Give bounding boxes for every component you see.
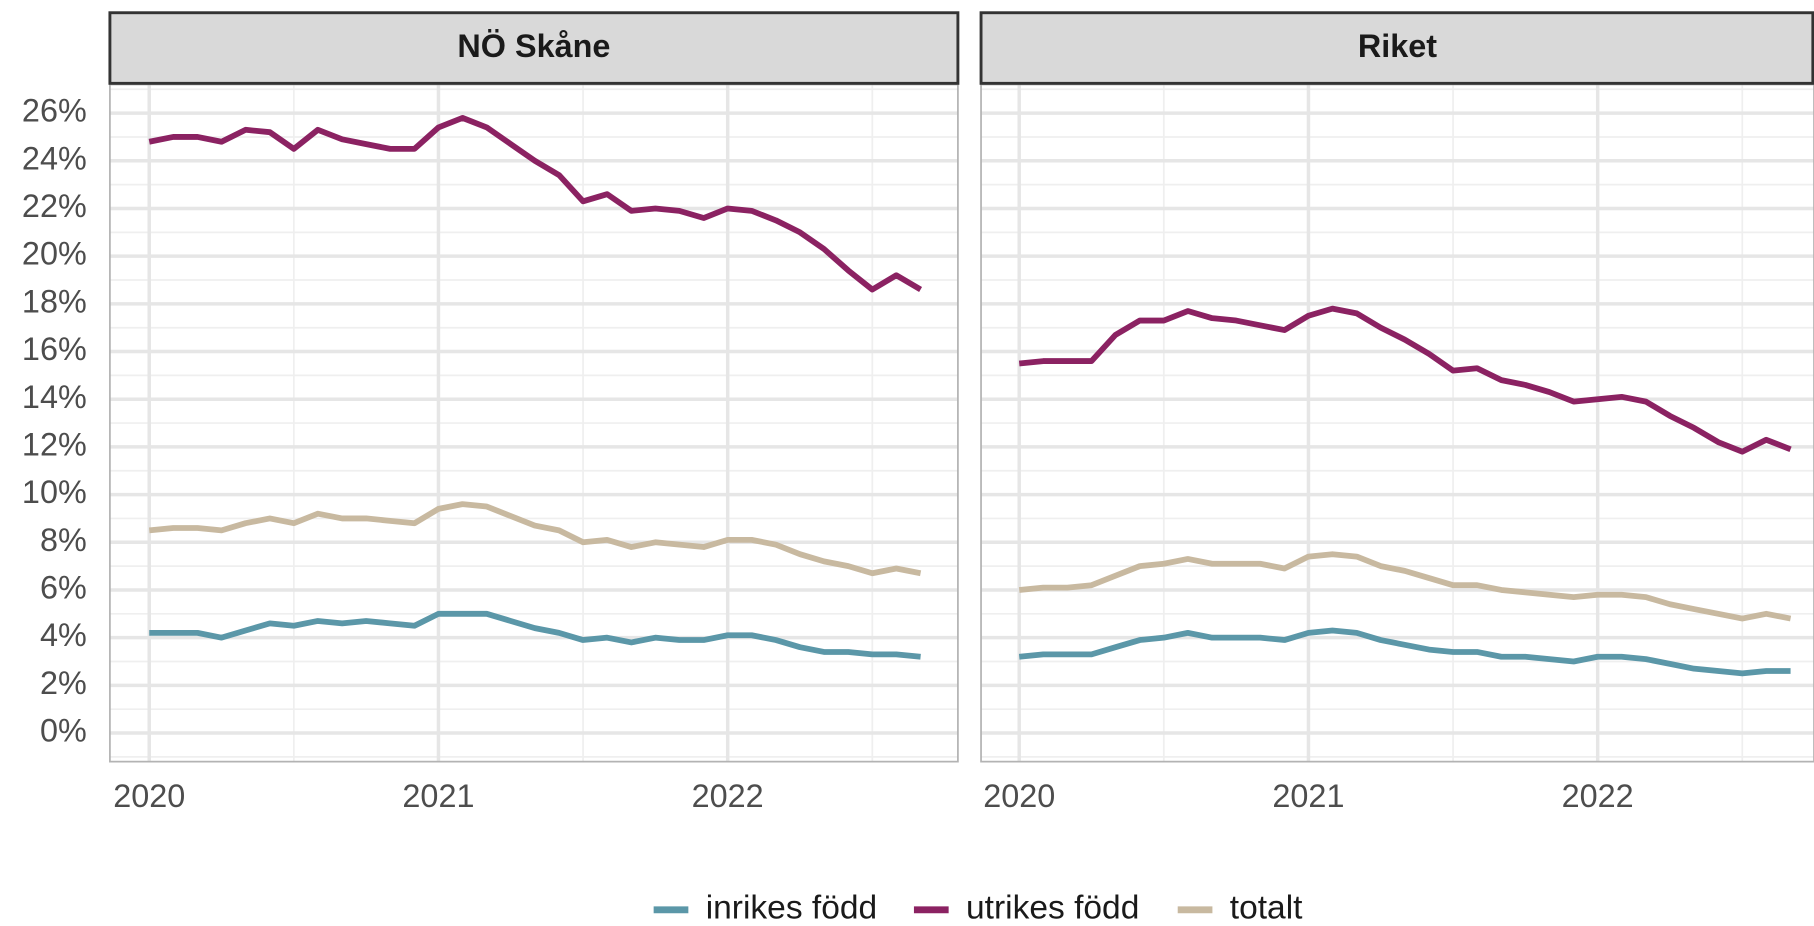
y-tick-label: 14% [22,379,87,415]
facet-strip [979,11,1814,85]
y-tick-label: 8% [40,522,87,558]
data-line [148,501,922,577]
y-tick-label: 0% [40,713,87,749]
y-tick-label: 2% [40,665,87,701]
legend-label: utrikes född [966,890,1139,926]
y-tick-label: 10% [22,474,87,510]
y-tick-label: 20% [22,236,87,272]
facet-strip [108,11,960,85]
y-tick-label: 4% [40,617,87,653]
y-tick-label: 18% [22,283,87,319]
y-tick-label: 16% [22,331,87,367]
y-tick-label: 26% [22,93,87,129]
y-tick-label: 22% [22,188,87,224]
y-tick-label: 6% [40,570,87,606]
data-line [149,610,921,660]
y-tick-label: 24% [22,140,87,176]
x-tick-label: 2021 [402,778,474,814]
x-tick-label: 2021 [1272,778,1344,814]
x-tick-label: 2020 [983,778,1055,814]
legend-label: totalt [1230,890,1303,926]
facet-title: NÖ Skåne [457,28,610,64]
data-line [1018,551,1792,622]
facet-title: Riket [1358,28,1437,64]
x-tick-label: 2020 [113,778,185,814]
data-line [1018,627,1791,677]
x-tick-label: 2022 [1562,778,1634,814]
y-tick-label: 12% [22,426,87,462]
x-tick-label: 2022 [692,778,764,814]
data-line [1018,305,1792,455]
legend-label: inrikes född [706,890,878,926]
legend: inrikes född utrikes född totalt [653,890,1303,926]
data-line [148,114,923,293]
